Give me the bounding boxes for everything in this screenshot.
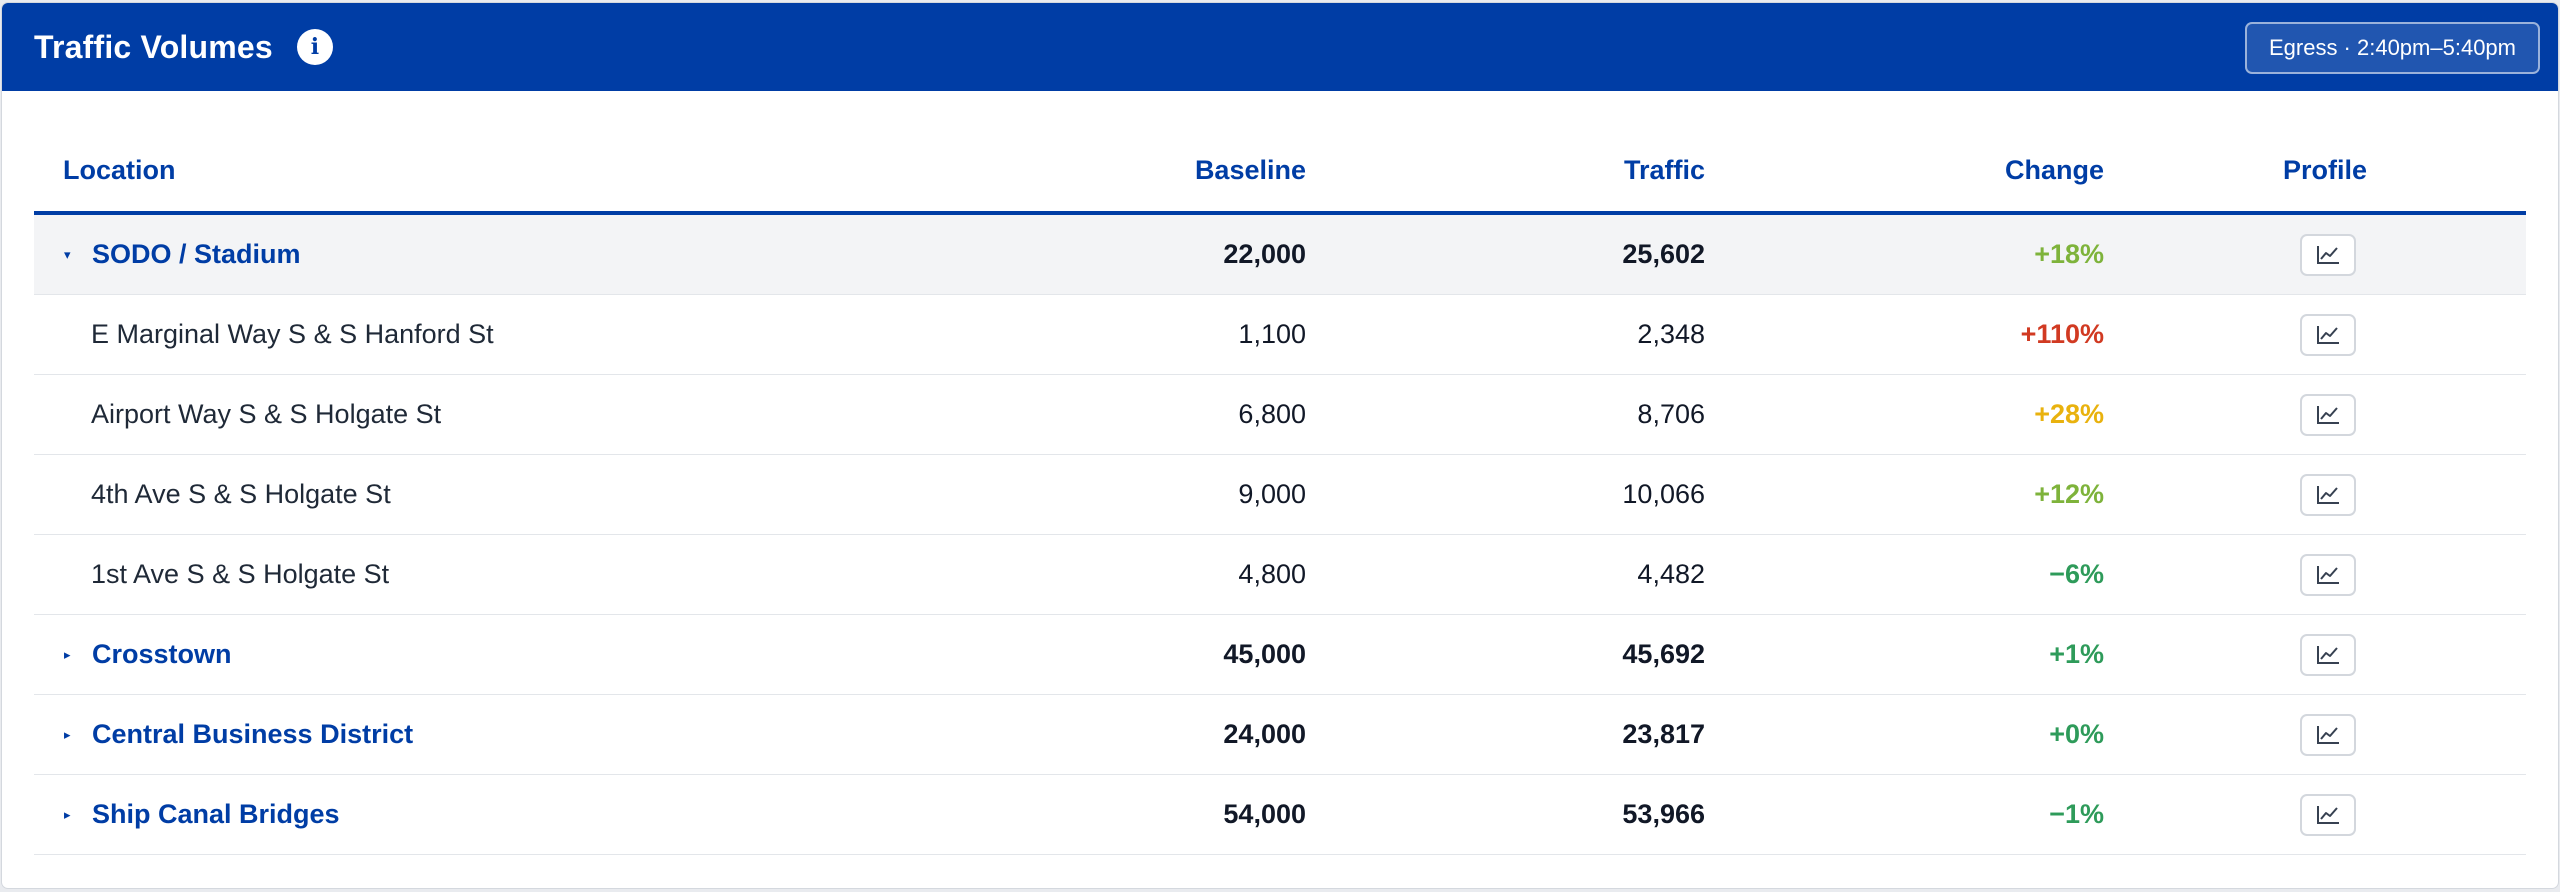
group-row[interactable]: ▸ Ship Canal Bridges 54,000 53,966 −1% [34, 775, 2526, 855]
profile-button[interactable] [2300, 793, 2356, 836]
line-chart-icon [2315, 644, 2341, 666]
card-title: Traffic Volumes [34, 28, 273, 65]
baseline-value: 45,000 [1223, 639, 1306, 669]
change-value: +0% [2049, 719, 2104, 749]
traffic-volumes-card: Traffic Volumes i Egress · 2:40pm–5:40pm… [2, 3, 2558, 888]
profile-button[interactable] [2300, 233, 2356, 276]
group-name[interactable]: SODO / Stadium [92, 239, 301, 269]
location-cell: ▸ Ship Canal Bridges [34, 775, 340, 854]
group-row[interactable]: ▾ SODO / Stadium 22,000 25,602 +18% [34, 215, 2526, 295]
location-cell: Airport Way S & S Holgate St [34, 375, 441, 454]
line-chart-icon [2315, 484, 2341, 506]
group-row[interactable]: ▸ Crosstown 45,000 45,692 +1% [34, 615, 2526, 695]
location-row: 4th Ave S & S Holgate St 9,000 10,066 +12% [34, 455, 2526, 535]
change-value: +1% [2049, 639, 2104, 669]
column-header-profile[interactable]: Profile [2283, 155, 2368, 185]
change-value: −1% [2049, 799, 2104, 829]
profile-button[interactable] [2300, 713, 2356, 756]
card-header: Traffic Volumes i Egress · 2:40pm–5:40pm [2, 3, 2558, 91]
line-chart-icon [2315, 404, 2341, 426]
caret-down-icon[interactable]: ▾ [64, 246, 71, 262]
profile-button[interactable] [2300, 553, 2356, 596]
baseline-value: 6,800 [1238, 399, 1306, 429]
location-row: E Marginal Way S & S Hanford St 1,100 2,34… [34, 295, 2526, 375]
caret-right-icon[interactable]: ▸ [64, 726, 71, 742]
location-name: 4th Ave S & S Holgate St [91, 479, 391, 509]
traffic-value: 10,066 [1622, 479, 1705, 509]
change-value: +18% [2034, 239, 2104, 269]
group-name[interactable]: Central Business District [92, 719, 414, 749]
profile-cell [2300, 215, 2356, 294]
location-cell: E Marginal Way S & S Hanford St [34, 295, 494, 374]
location-cell: ▾ SODO / Stadium [34, 215, 301, 294]
profile-cell [2300, 295, 2356, 374]
profile-button[interactable] [2300, 313, 2356, 356]
traffic-value: 8,706 [1637, 399, 1705, 429]
column-header-change[interactable]: Change [2004, 155, 2104, 185]
location-cell: 1st Ave S & S Holgate St [34, 535, 389, 614]
group-name[interactable]: Ship Canal Bridges [92, 799, 340, 829]
traffic-table: Location Baseline Traffic Change Profile… [34, 105, 2526, 855]
line-chart-icon [2315, 724, 2341, 746]
baseline-value: 4,800 [1238, 559, 1306, 589]
table-header: Location Baseline Traffic Change Profile [34, 105, 2526, 215]
line-chart-icon [2315, 804, 2341, 826]
location-name: Airport Way S & S Holgate St [91, 399, 442, 429]
profile-cell [2300, 615, 2356, 694]
column-header-baseline[interactable]: Baseline [1194, 155, 1306, 185]
baseline-value: 54,000 [1223, 799, 1306, 829]
column-header-location[interactable]: Location [63, 155, 176, 185]
traffic-value: 53,966 [1622, 799, 1705, 829]
location-row: 1st Ave S & S Holgate St 4,800 4,482 −6% [34, 535, 2526, 615]
line-chart-icon [2315, 244, 2341, 266]
baseline-value: 9,000 [1238, 479, 1306, 509]
column-header-traffic[interactable]: Traffic [1623, 155, 1705, 185]
profile-cell [2300, 375, 2356, 454]
group-name[interactable]: Crosstown [92, 639, 232, 669]
caret-right-icon[interactable]: ▸ [64, 646, 71, 662]
baseline-value: 24,000 [1223, 719, 1306, 749]
traffic-value: 45,692 [1622, 639, 1705, 669]
location-name: 1st Ave S & S Holgate St [91, 559, 390, 589]
line-chart-icon [2315, 564, 2341, 586]
location-cell: 4th Ave S & S Holgate St [34, 455, 391, 534]
profile-cell [2300, 455, 2356, 534]
traffic-value: 23,817 [1622, 719, 1705, 749]
caret-right-icon[interactable]: ▸ [64, 806, 71, 822]
traffic-value: 4,482 [1637, 559, 1705, 589]
profile-button[interactable] [2300, 633, 2356, 676]
line-chart-icon [2315, 324, 2341, 346]
change-value: +12% [2034, 479, 2104, 509]
location-cell: ▸ Crosstown [34, 615, 232, 694]
profile-cell [2300, 775, 2356, 854]
table-body: ▾ SODO / Stadium 22,000 25,602 +18% E Margina… [34, 215, 2526, 855]
change-value: −6% [2049, 559, 2104, 589]
change-value: +110% [2020, 319, 2104, 349]
baseline-value: 22,000 [1223, 239, 1306, 269]
location-row: Airport Way S & S Holgate St 6,800 8,706 +2… [34, 375, 2526, 455]
group-row[interactable]: ▸ Central Business District 24,000 23,817 +0… [34, 695, 2526, 775]
traffic-value: 2,348 [1637, 319, 1705, 349]
profile-button[interactable] [2300, 393, 2356, 436]
location-name: E Marginal Way S & S Hanford St [91, 319, 494, 349]
info-icon[interactable]: i [296, 29, 333, 65]
traffic-value: 25,602 [1622, 239, 1705, 269]
location-cell: ▸ Central Business District [34, 695, 413, 774]
profile-cell [2300, 695, 2356, 774]
profile-cell [2300, 535, 2356, 614]
profile-button[interactable] [2300, 473, 2356, 516]
change-value: +28% [2034, 399, 2104, 429]
period-badge[interactable]: Egress · 2:40pm–5:40pm [2244, 22, 2540, 74]
baseline-value: 1,100 [1238, 319, 1306, 349]
